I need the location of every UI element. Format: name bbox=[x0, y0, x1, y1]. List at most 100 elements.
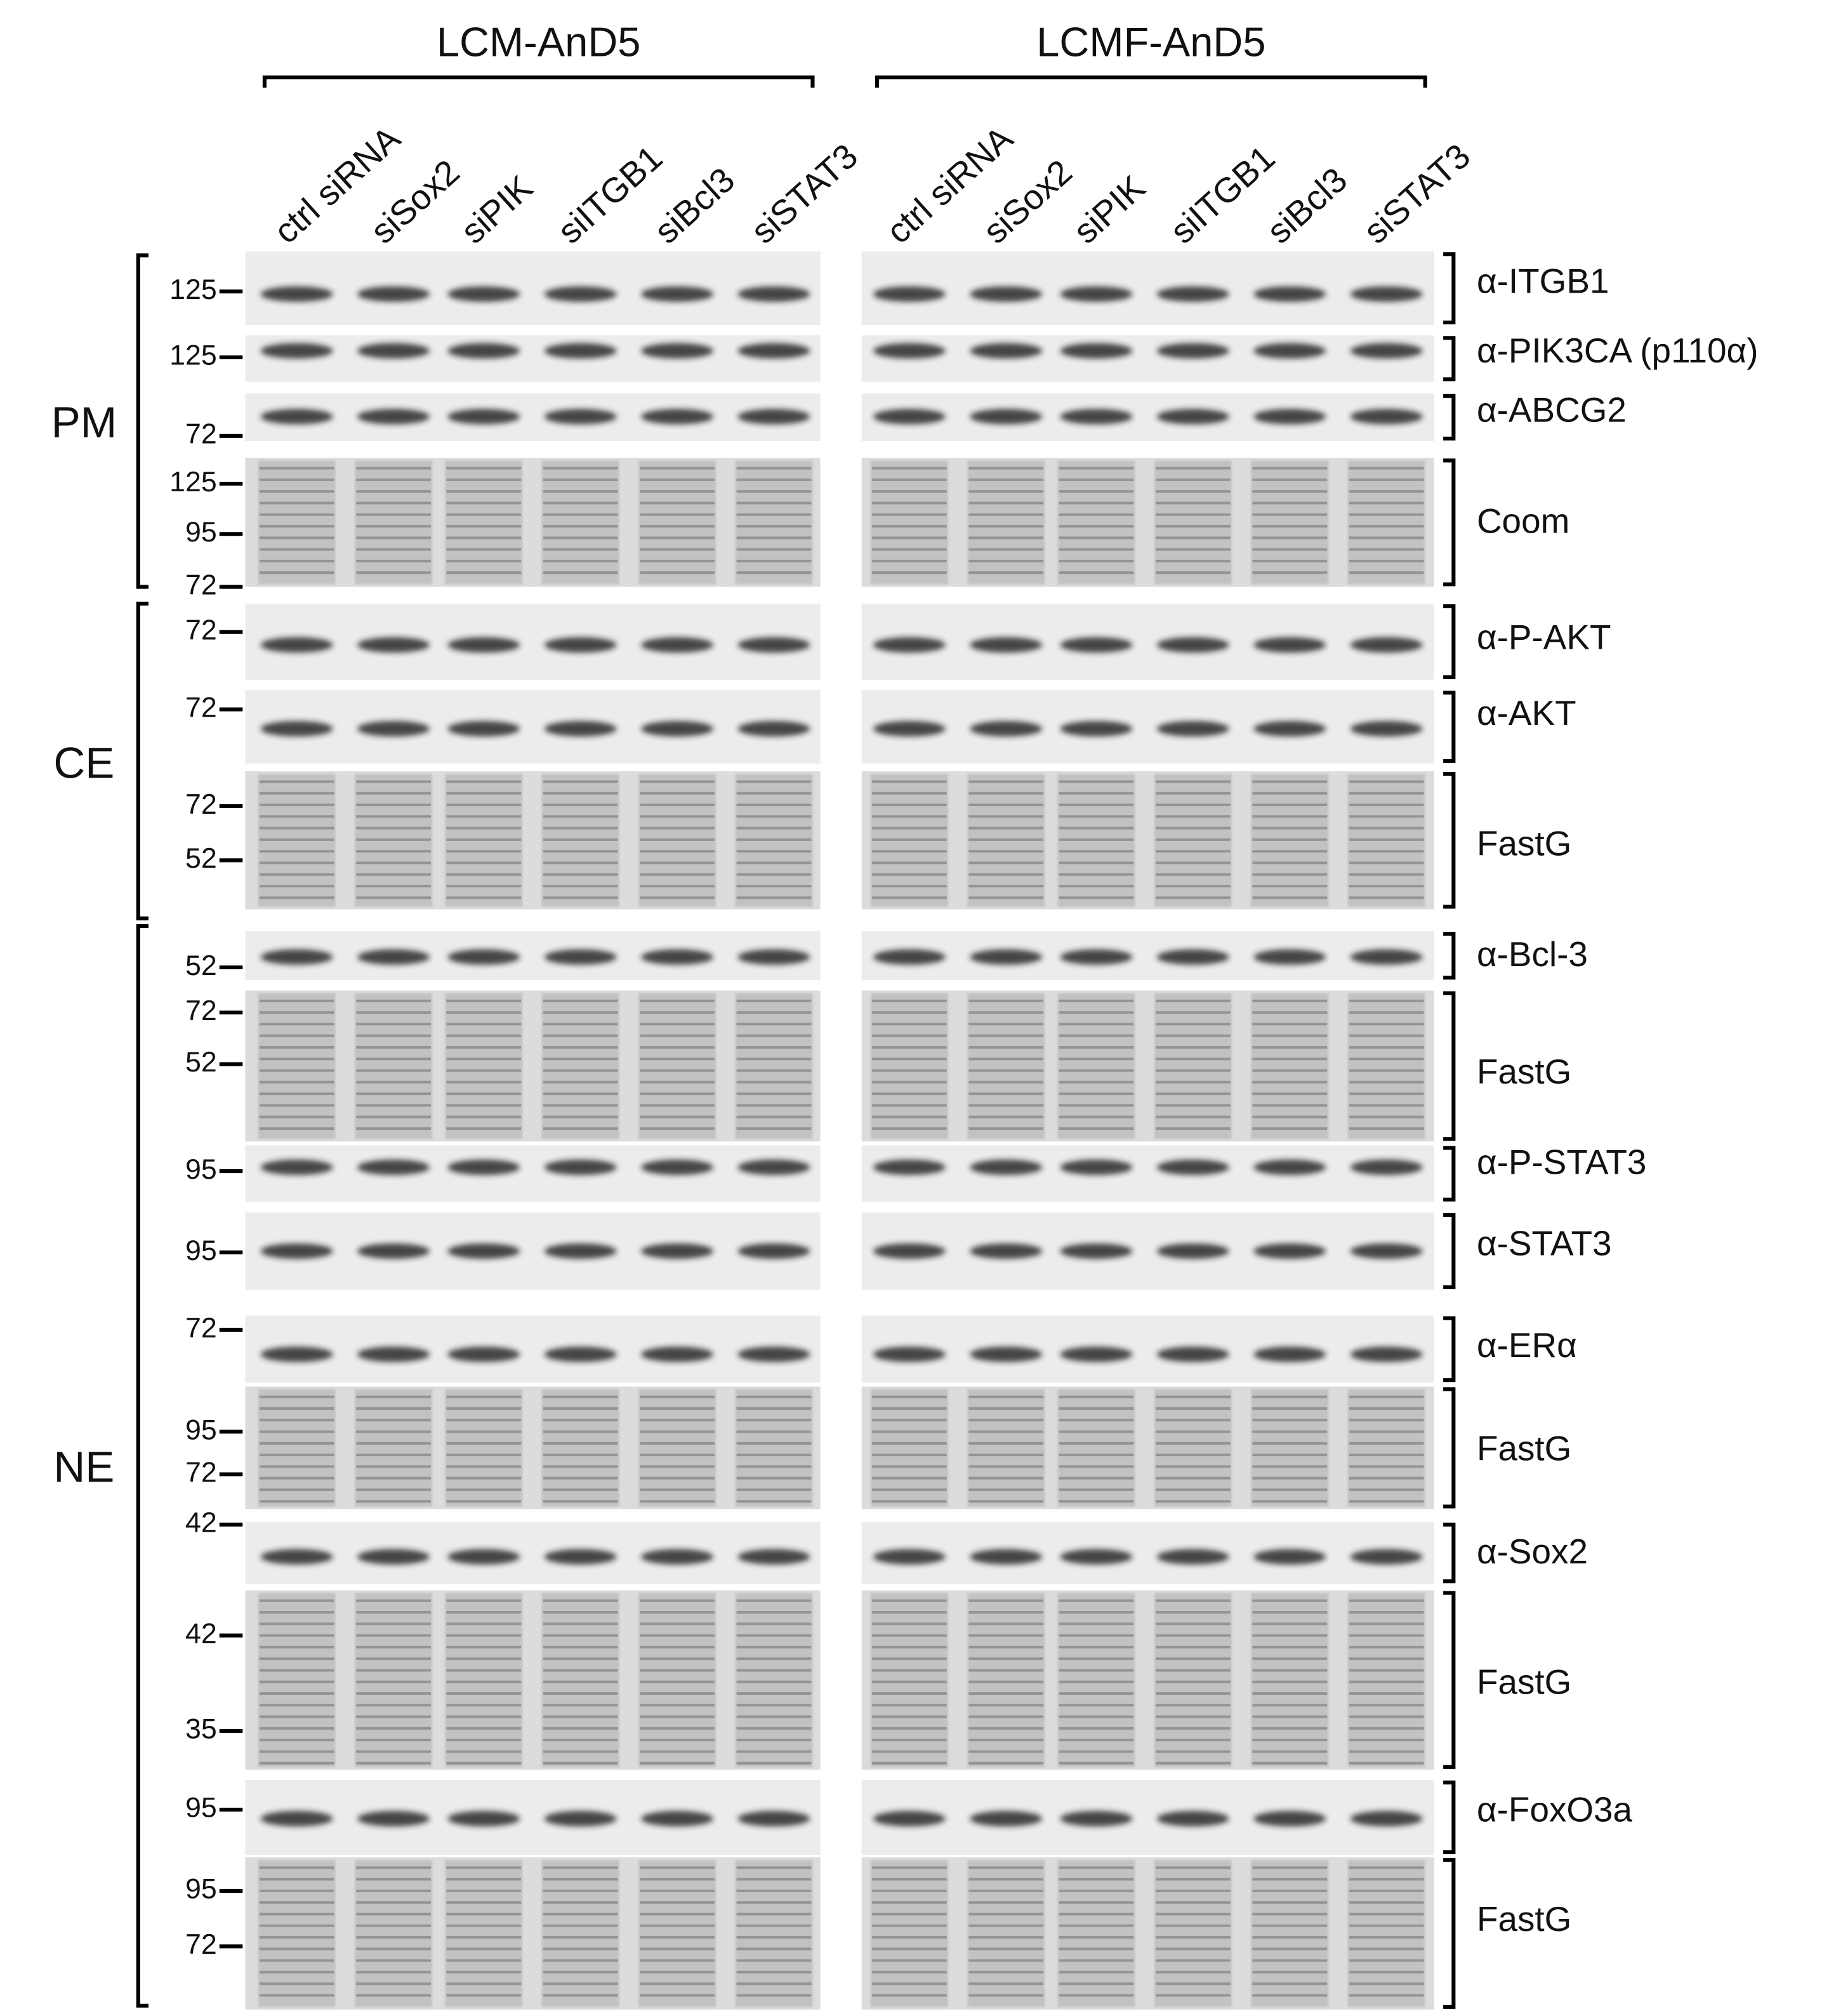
blot-background bbox=[861, 931, 1434, 981]
mw-marker: 95 bbox=[185, 1235, 217, 1266]
row-label: α-ERα bbox=[1477, 1325, 1577, 1365]
protein-band bbox=[447, 286, 520, 302]
mw-marker: 95 bbox=[185, 1414, 217, 1445]
row-label: α-P-AKT bbox=[1477, 617, 1611, 656]
blot-background bbox=[245, 335, 821, 382]
protein-band bbox=[1157, 409, 1229, 425]
protein-band bbox=[447, 720, 520, 737]
row-bracket bbox=[1443, 1591, 1456, 1769]
protein-band bbox=[1253, 949, 1326, 965]
mw-marker: 72 bbox=[185, 789, 217, 820]
row-bracket bbox=[1443, 991, 1456, 1141]
blot-panel bbox=[861, 1522, 1434, 1584]
protein-band bbox=[873, 286, 946, 302]
blot-panel bbox=[861, 1145, 1434, 1202]
protein-band bbox=[447, 1243, 520, 1259]
protein-band bbox=[737, 409, 810, 425]
blot-background bbox=[861, 690, 1434, 764]
lane-label: siSTAT3 bbox=[1356, 136, 1478, 251]
blot-background bbox=[861, 1522, 1434, 1584]
section-bracket bbox=[136, 253, 149, 589]
protein-band bbox=[1157, 720, 1229, 737]
stain-lane bbox=[1154, 1593, 1232, 1767]
stain-lane bbox=[735, 1593, 813, 1767]
stain-lane bbox=[638, 993, 716, 1139]
protein-band bbox=[1060, 1243, 1133, 1259]
blot-background bbox=[245, 1386, 821, 1509]
row-label: α-AKT bbox=[1477, 693, 1576, 733]
protein-band bbox=[873, 1810, 946, 1827]
row-bracket bbox=[1443, 932, 1456, 980]
stain-lane bbox=[1154, 993, 1232, 1139]
blot-background bbox=[861, 393, 1434, 441]
row-label: Coom bbox=[1477, 501, 1569, 540]
row-label: FastG bbox=[1477, 1428, 1571, 1468]
blot-background bbox=[245, 771, 821, 910]
mw-marker: 72 bbox=[185, 569, 217, 600]
row-label: FastG bbox=[1477, 1662, 1571, 1701]
blot-panel bbox=[861, 1590, 1434, 1770]
protein-band bbox=[873, 637, 946, 653]
protein-band bbox=[970, 1243, 1043, 1259]
group-bracket bbox=[875, 75, 1427, 88]
blot-panel bbox=[245, 771, 821, 910]
protein-band bbox=[357, 286, 430, 302]
protein-band bbox=[873, 720, 946, 737]
row-label: α-PIK3CA (p110α) bbox=[1477, 331, 1759, 370]
mw-marker: 72 bbox=[185, 614, 217, 646]
mw-marker: 42 bbox=[185, 1508, 217, 1539]
protein-band bbox=[1350, 1159, 1423, 1176]
protein-band bbox=[1060, 409, 1133, 425]
mw-marker: 72 bbox=[185, 1457, 217, 1488]
protein-band bbox=[641, 1243, 714, 1259]
protein-band bbox=[260, 637, 333, 653]
blot-panel bbox=[245, 690, 821, 764]
protein-band bbox=[1350, 1549, 1423, 1565]
section-bracket bbox=[136, 924, 149, 2008]
stain-lane bbox=[870, 993, 948, 1139]
stain-lane bbox=[258, 993, 336, 1139]
protein-band bbox=[544, 1346, 617, 1362]
protein-band bbox=[260, 1549, 333, 1565]
mw-marker: 72 bbox=[185, 692, 217, 723]
mw-marker: 42 bbox=[185, 1618, 217, 1649]
protein-band bbox=[970, 949, 1043, 965]
protein-band bbox=[970, 1159, 1043, 1176]
protein-band bbox=[260, 409, 333, 425]
blot-panel bbox=[861, 251, 1434, 326]
protein-band bbox=[1350, 1243, 1423, 1259]
group-bracket bbox=[262, 75, 815, 88]
stain-lane bbox=[967, 1593, 1045, 1767]
mw-marker: 125 bbox=[169, 467, 217, 498]
stain-lane bbox=[445, 1593, 523, 1767]
blot-background bbox=[861, 990, 1434, 1142]
blot-background bbox=[861, 1386, 1434, 1509]
protein-band bbox=[873, 409, 946, 425]
blot-panel bbox=[861, 1857, 1434, 2010]
blot-panel bbox=[861, 990, 1434, 1142]
row-label: α-ABCG2 bbox=[1477, 390, 1627, 430]
blot-panel bbox=[861, 771, 1434, 910]
protein-band bbox=[357, 949, 430, 965]
blot-panel bbox=[245, 1315, 821, 1383]
row-label: FastG bbox=[1477, 823, 1571, 863]
mw-marker: 125 bbox=[169, 274, 217, 305]
lane-label: siITGB1 bbox=[550, 138, 670, 251]
protein-band bbox=[447, 1549, 520, 1565]
blot-panel bbox=[245, 1386, 821, 1509]
blot-panel bbox=[245, 1857, 821, 2010]
protein-band bbox=[1350, 409, 1423, 425]
row-bracket bbox=[1443, 604, 1456, 679]
protein-band bbox=[260, 1810, 333, 1827]
blot-panel bbox=[245, 458, 821, 587]
blot-panel bbox=[245, 251, 821, 326]
row-bracket bbox=[1443, 1316, 1456, 1383]
protein-band bbox=[447, 637, 520, 653]
row-label: α-STAT3 bbox=[1477, 1223, 1612, 1263]
stain-lane bbox=[967, 993, 1045, 1139]
blot-background bbox=[245, 931, 821, 981]
protein-band bbox=[1350, 286, 1423, 302]
protein-band bbox=[970, 286, 1043, 302]
blot-panel bbox=[861, 393, 1434, 441]
protein-band bbox=[357, 409, 430, 425]
